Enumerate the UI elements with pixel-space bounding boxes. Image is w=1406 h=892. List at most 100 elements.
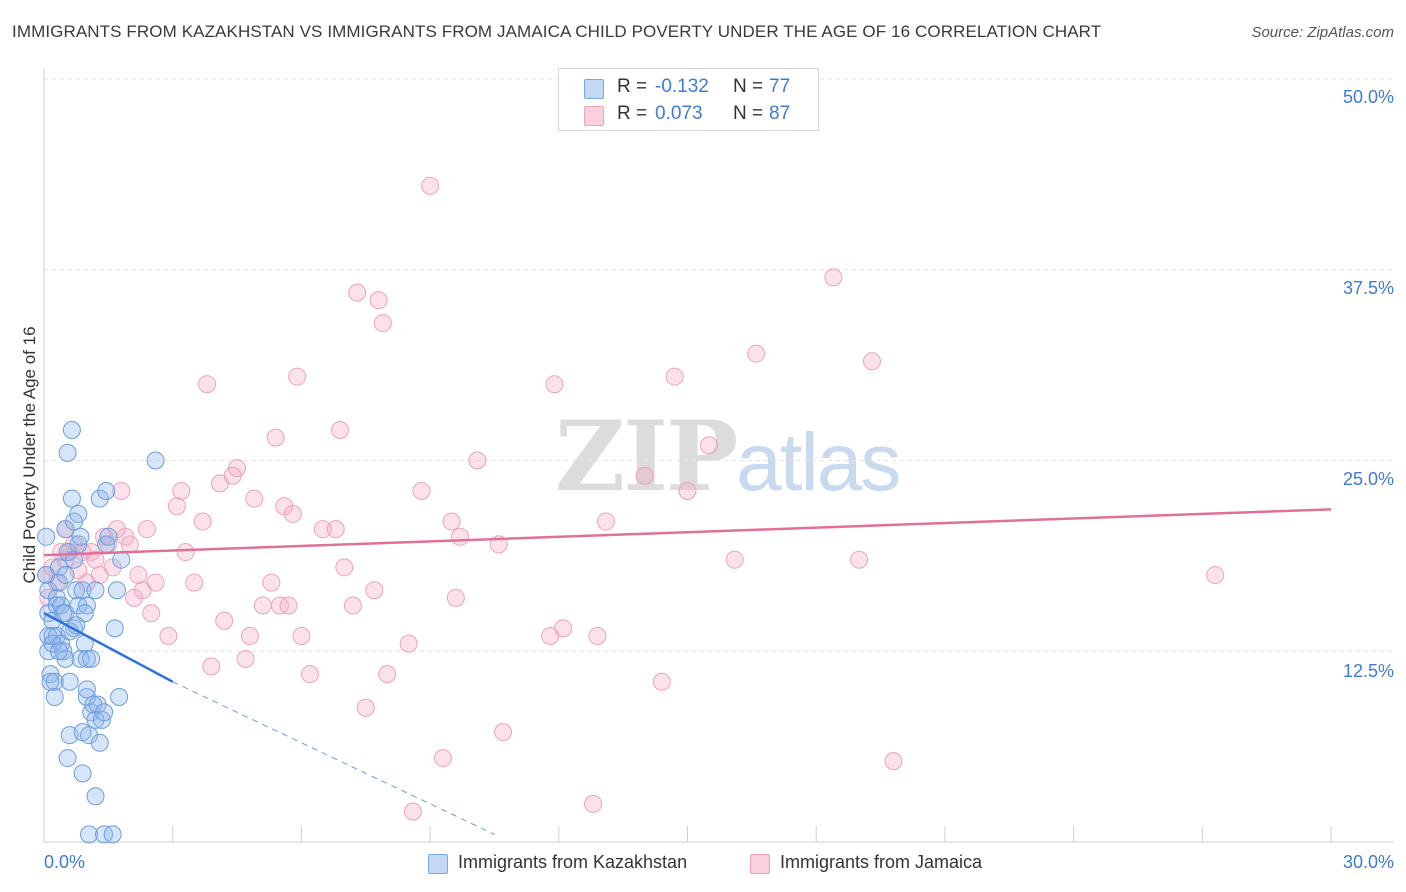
correlation-legend: R = -0.132 N = 77 R = 0.073 N = 87	[558, 68, 819, 131]
kazakhstan-trend-line	[43, 611, 174, 683]
kazakhstan-point	[77, 649, 96, 668]
kazakhstan-point	[103, 825, 122, 844]
legend-n-label: N =	[733, 76, 764, 97]
jamaica-point	[236, 649, 255, 668]
kazakhstan-point	[77, 680, 96, 699]
jamaica-point	[198, 375, 217, 394]
kazakhstan-point	[60, 672, 79, 691]
y-tick-label-37-5: 37.5%	[1342, 278, 1394, 298]
watermark-atlas: atlas	[736, 417, 901, 508]
chart-title: IMMIGRANTS FROM KAZAKHSTAN VS IMMIGRANTS…	[12, 22, 1102, 41]
jamaica-point	[588, 626, 607, 645]
jamaica-point	[884, 752, 903, 771]
jamaica-point	[584, 794, 603, 813]
kazakhstan-point	[45, 688, 64, 707]
kazakhstan-point	[62, 489, 81, 508]
series-jamaica-points	[37, 176, 1225, 821]
jamaica-point	[313, 520, 332, 539]
jamaica-point	[850, 550, 869, 569]
kazakhstan-point	[107, 581, 126, 600]
kazakhstan-point	[88, 695, 107, 714]
jamaica-point	[442, 512, 461, 531]
legend-r-label: R =	[617, 76, 648, 97]
bottom-legend-label: Immigrants from Kazakhstan	[458, 852, 688, 872]
jamaica-point	[343, 596, 362, 615]
jamaica-point	[137, 520, 156, 539]
jamaica-point	[747, 344, 766, 363]
kazakhstan-point	[73, 764, 92, 783]
jamaica-point	[699, 436, 718, 455]
kazakhstan-point	[45, 672, 64, 691]
jamaica-point	[300, 665, 319, 684]
grid-lines	[44, 78, 1394, 652]
kazakhstan-point	[77, 596, 96, 615]
kazakhstan-point	[80, 825, 99, 844]
jamaica-point	[176, 543, 195, 562]
jamaica-point	[678, 482, 697, 501]
kazakhstan-point	[50, 573, 69, 592]
kazakhstan-point	[97, 482, 116, 501]
kazakhstan-point	[56, 649, 75, 668]
kazakhstan-trend-extension	[172, 681, 495, 835]
jamaica-point	[288, 367, 307, 386]
kazakhstan-point	[90, 733, 109, 752]
jamaica-point	[403, 802, 422, 821]
y-tick-label-50: 50.0%	[1342, 87, 1394, 107]
legend-n-value: 77	[769, 76, 791, 97]
jamaica-point	[262, 573, 281, 592]
kazakhstan-point	[75, 604, 94, 623]
watermark-zip: ZIP	[555, 400, 738, 513]
jamaica-trend-line	[43, 508, 1332, 557]
kazakhstan-point	[95, 703, 114, 722]
kazakhstan-point	[92, 710, 111, 729]
kazakhstan-point	[43, 634, 62, 653]
jamaica-point	[862, 352, 881, 371]
kazakhstan-point	[62, 420, 81, 439]
watermark: ZIPatlas	[555, 400, 901, 513]
kazakhstan-point	[50, 642, 69, 661]
series-kazakhstan-points	[37, 420, 165, 844]
kazakhstan-point	[69, 504, 88, 523]
kazakhstan-point	[54, 604, 73, 623]
kazakhstan-point	[50, 558, 69, 577]
jamaica-point	[129, 565, 148, 584]
kazakhstan-point	[71, 527, 90, 546]
jamaica-point	[331, 420, 350, 439]
jamaica-point	[399, 634, 418, 653]
jamaica-point	[348, 283, 367, 302]
kazakhstan-point	[86, 787, 105, 806]
jamaica-point	[146, 573, 165, 592]
jamaica-point	[665, 367, 684, 386]
jamaica-point	[378, 665, 397, 684]
jamaica-point	[652, 672, 671, 691]
jamaica-point	[596, 512, 615, 531]
jamaica-point	[245, 489, 264, 508]
jamaica-point	[494, 723, 513, 742]
kazakhstan-point	[37, 527, 56, 546]
jamaica-point	[446, 588, 465, 607]
jamaica-point	[266, 428, 285, 447]
x-tick-label-min: 0.0%	[44, 852, 86, 872]
kazakhstan-point	[58, 543, 77, 562]
kazakhstan-point	[146, 451, 165, 470]
jamaica-point	[421, 176, 440, 195]
jamaica-point	[369, 291, 388, 310]
kazakhstan-point	[84, 695, 103, 714]
jamaica-point	[283, 504, 302, 523]
jamaica-point	[373, 314, 392, 333]
jamaica-point	[545, 375, 564, 394]
kazakhstan-point	[105, 619, 124, 638]
jamaica-point	[240, 626, 259, 645]
kazakhstan-point	[71, 649, 90, 668]
jamaica-point	[554, 619, 573, 638]
legend-swatch-pink	[584, 106, 604, 126]
jamaica-point	[142, 604, 161, 623]
trend-lines	[43, 508, 1332, 835]
jamaica-point	[468, 451, 487, 470]
jamaica-point	[292, 626, 311, 645]
kazakhstan-point	[86, 581, 105, 600]
jamaica-point	[635, 466, 654, 485]
legend-n-value: 87	[769, 103, 791, 124]
jamaica-point	[120, 535, 139, 554]
